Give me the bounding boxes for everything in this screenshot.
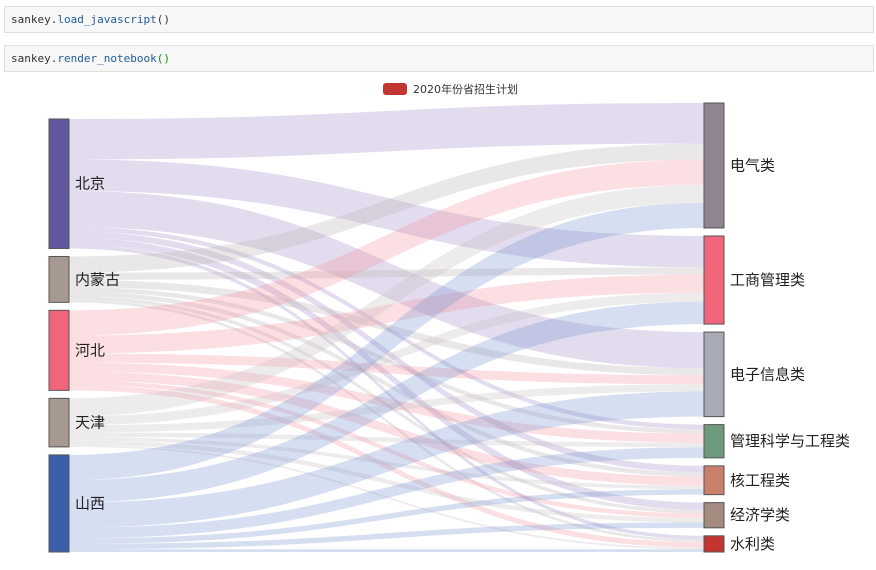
sankey-link[interactable]: [69, 291, 704, 477]
sankey-link[interactable]: [69, 432, 704, 448]
sankey-link[interactable]: [69, 159, 704, 268]
sankey-node-label: 天津: [75, 414, 105, 432]
sankey-link[interactable]: [69, 184, 704, 417]
sankey-link[interactable]: [69, 279, 704, 376]
sankey-node-target[interactable]: [703, 331, 725, 418]
sankey-node-label: 北京: [75, 175, 105, 193]
code-function: load_javascript: [57, 13, 157, 26]
sankey-node-source[interactable]: [48, 118, 70, 249]
sankey-link[interactable]: [69, 371, 704, 486]
code-cell-2[interactable]: sankey.render_notebook(): [4, 45, 874, 72]
legend-swatch: [383, 83, 407, 95]
sankey-link[interactable]: [69, 292, 704, 426]
sankey-node-label: 山西: [75, 494, 105, 512]
sankey-node-target[interactable]: [703, 535, 725, 553]
sankey-link[interactable]: [69, 299, 704, 543]
sankey-node-label: 电子信息类: [730, 365, 805, 383]
code-parens: (): [156, 13, 170, 26]
sankey-link[interactable]: [69, 301, 704, 503]
sankey-node-label: 内蒙古: [75, 270, 120, 288]
sankey-link[interactable]: [69, 384, 704, 548]
sankey-link[interactable]: [69, 384, 704, 433]
sankey-node-source[interactable]: [48, 255, 70, 303]
sankey-link[interactable]: [69, 159, 704, 336]
sankey-link[interactable]: [69, 287, 704, 434]
sankey-link[interactable]: [69, 489, 704, 544]
sankey-links: [69, 103, 704, 552]
sankey-link[interactable]: [69, 362, 704, 443]
code-line-1: sankey.load_javascript(): [11, 13, 170, 26]
sankey-link[interactable]: [69, 391, 704, 528]
sankey-node-label: 经济学类: [730, 506, 790, 524]
sankey-node-target[interactable]: [703, 235, 725, 325]
sankey-link[interactable]: [69, 437, 704, 490]
sankey-link[interactable]: [69, 226, 704, 430]
code-line-2: sankey.render_notebook(): [11, 52, 170, 65]
sankey-link[interactable]: [69, 447, 704, 539]
code-object: sankey: [11, 13, 51, 26]
sankey-node-source[interactable]: [48, 309, 70, 391]
sankey-node-target[interactable]: [703, 502, 725, 529]
sankey-node-label: 工商管理类: [730, 271, 805, 289]
sankey-link[interactable]: [69, 244, 704, 540]
sankey-node-label: 水利类: [730, 535, 775, 553]
sankey-node-source[interactable]: [48, 454, 70, 553]
sankey-link[interactable]: [69, 190, 704, 369]
sankey-node-target[interactable]: [703, 465, 725, 496]
sankey-node-source[interactable]: [48, 397, 70, 448]
sankey-link[interactable]: [69, 231, 704, 473]
code-cell-1[interactable]: sankey.load_javascript(): [4, 6, 874, 33]
code-object: sankey: [11, 52, 51, 65]
sankey-link[interactable]: [69, 237, 704, 510]
sankey-link[interactable]: [69, 549, 704, 552]
sankey-node-target[interactable]: [703, 424, 725, 459]
code-parens: (): [156, 52, 170, 65]
sankey-link[interactable]: [69, 296, 704, 514]
sankey-link[interactable]: [69, 103, 704, 160]
sankey-link[interactable]: [69, 274, 704, 354]
sankey-link[interactable]: [69, 267, 704, 280]
sankey-node-label: 电气类: [730, 156, 775, 174]
sankey-link[interactable]: [69, 353, 704, 385]
sankey-link[interactable]: [69, 143, 704, 273]
sankey-link[interactable]: [69, 202, 704, 481]
sankey-link[interactable]: [69, 522, 704, 550]
code-function: render_notebook: [57, 52, 157, 65]
sankey-link[interactable]: [69, 445, 704, 550]
sankey-link[interactable]: [69, 440, 704, 523]
sankey-node-label: 河北: [75, 341, 105, 359]
sankey-node-label: 管理科学与工程类: [730, 432, 850, 450]
sankey-node-label: 核工程类: [730, 471, 790, 489]
sankey-link[interactable]: [69, 380, 704, 518]
legend-label: 2020年份省招生计划: [413, 83, 518, 96]
sankey-nodes: [48, 102, 725, 553]
sankey-node-target[interactable]: [703, 102, 725, 229]
